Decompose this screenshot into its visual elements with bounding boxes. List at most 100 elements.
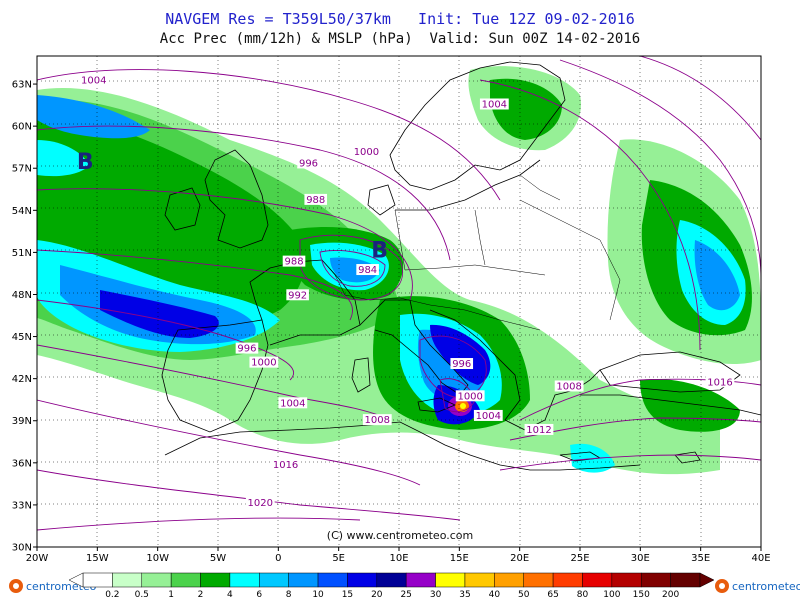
isobar-label-bg: [286, 289, 309, 301]
coast-denmark: [367, 184, 396, 216]
lat-tick-label: 45N: [12, 332, 32, 343]
color-scale-swatch: [229, 572, 260, 588]
coast-britain: [204, 149, 269, 249]
lon-tick-label: 35E: [691, 553, 710, 564]
isobar-label-bg: [524, 423, 554, 435]
isobar-label-bg: [235, 342, 259, 354]
isobar-label-bg: [297, 157, 320, 169]
precip-iceland-band-cyan: [37, 140, 90, 177]
isobar-label: 996: [452, 359, 471, 370]
border-ukraine: [519, 199, 621, 321]
coast-north-africa: [164, 421, 641, 471]
coast-sardinia: [351, 357, 371, 393]
isobar-label: 1008: [556, 381, 581, 392]
border-alps: [344, 294, 431, 306]
isobar-label-bg: [356, 264, 379, 276]
lon-tick-label: 15E: [450, 553, 469, 564]
color-scale-label: 10: [312, 590, 324, 600]
color-scale-swatch: [582, 572, 613, 588]
color-scale-label: 4: [227, 590, 233, 600]
border-france-germany: [321, 259, 346, 296]
lon-tick-label: 10E: [389, 553, 408, 564]
isobar-line: [299, 234, 404, 301]
color-scale-label: 0.2: [105, 590, 119, 600]
color-scale-label: 65: [547, 590, 558, 600]
isobar-line: [37, 399, 421, 486]
isobar-label: 988: [306, 195, 325, 206]
isobar-line: [37, 69, 501, 201]
color-scale-label: 35: [459, 590, 470, 600]
color-scale-swatch: [112, 572, 143, 588]
brand-left-swirl-center-icon: [13, 583, 19, 589]
lon-tick-label: 40E: [751, 553, 770, 564]
coast-scandinavia: [389, 61, 566, 191]
isobar-label-bg: [278, 397, 308, 409]
color-scale-label: 15: [342, 590, 353, 600]
color-scale-label: 100: [603, 590, 620, 600]
map-title-field-valid: Acc Prec (mm/12h) & MSLP (hPa) Valid: Su…: [159, 31, 641, 47]
border-baltics: [519, 174, 561, 201]
color-scale-label: 150: [633, 590, 650, 600]
color-scale-label: 25: [400, 590, 411, 600]
color-scale-swatch: [494, 572, 524, 588]
color-scale-swatch: [670, 572, 701, 588]
color-scale-swatch: [523, 572, 554, 588]
lat-tick-label: 33N: [12, 500, 32, 511]
isobar-label-bg: [245, 496, 275, 508]
coast-ireland: [164, 187, 201, 231]
isobar-label: 1016: [707, 377, 732, 388]
isobar-line: [37, 125, 451, 261]
color-scale-swatch: [376, 572, 407, 588]
lat-tick-label: 48N: [12, 290, 32, 301]
isobar-line: [37, 188, 413, 301]
isobar-labels: 1004 1004 1000 996 988 988 984 992 996 1000 996 100…: [79, 74, 735, 509]
isobar-label-bg: [304, 193, 328, 205]
color-scale-label: 0.5: [135, 590, 149, 600]
lat-tick-label: 60N: [12, 122, 32, 133]
legend-bar: centrometeo 0.2 0.5 1 2 4 6 8 10 15 20 25 30 35 40 50 6…: [0, 572, 800, 600]
color-scale-swatch: [288, 572, 319, 588]
lon-tick-label: 10W: [146, 553, 169, 564]
lat-tick-label: 63N: [12, 80, 32, 91]
isobar-line: [479, 79, 701, 351]
isobar-line: [37, 469, 461, 521]
lon-tick-label: 0: [275, 553, 281, 564]
lon-tick-label: 20W: [26, 553, 49, 564]
isobar-line: [559, 59, 761, 281]
low-pressure-marker: B: [371, 239, 388, 264]
color-scale-label: 30: [430, 590, 442, 600]
isobar-line: [37, 517, 361, 531]
isobar-label: 996: [237, 344, 256, 355]
isobar-label: 1008: [365, 415, 390, 426]
color-scale-label: 80: [577, 590, 589, 600]
coast-baltic: [395, 159, 541, 211]
isobar-label-bg: [362, 414, 392, 426]
color-scale-label: 1: [168, 590, 174, 600]
color-scale-label: 40: [489, 590, 501, 600]
longitude-ticks: 20W 15W 10W 5W 0 5E 10E 15E 20E 25E 30E 35E 40E: [26, 547, 771, 564]
lon-tick-label: 5W: [210, 553, 226, 564]
precip-east-blue: [694, 240, 740, 311]
lat-tick-label: 39N: [12, 416, 32, 427]
brand-right-swirl-center-icon: [719, 583, 725, 589]
color-scale-label: 8: [286, 590, 292, 600]
lat-tick-label: 57N: [12, 164, 32, 175]
isobar-label-bg: [455, 390, 485, 402]
precip-germany-blue: [330, 257, 380, 283]
color-scale-swatch: [82, 572, 113, 588]
color-scale-swatch: [611, 572, 642, 588]
color-scale: 0.2 0.5 1 2 4 6 8 10 15 20 25 30 35 40 50 65 80 100 150 200: [68, 572, 715, 600]
isobar-label: 1004: [280, 398, 305, 409]
color-scale-swatch: [347, 572, 378, 588]
isobar-line: [419, 335, 487, 399]
isobar-label-bg: [479, 98, 509, 110]
map-title-model-run: NAVGEM Res = T359L50/37km Init: Tue 12Z …: [165, 10, 635, 28]
lon-tick-label: 25E: [570, 553, 589, 564]
isobar-line: [319, 250, 386, 287]
low-pressure-marker: B: [77, 150, 94, 175]
isobar-line: [639, 56, 761, 141]
color-scale-label: 200: [662, 590, 679, 600]
color-scale-swatch: [464, 572, 495, 588]
isobar-label: 1000: [251, 358, 276, 369]
